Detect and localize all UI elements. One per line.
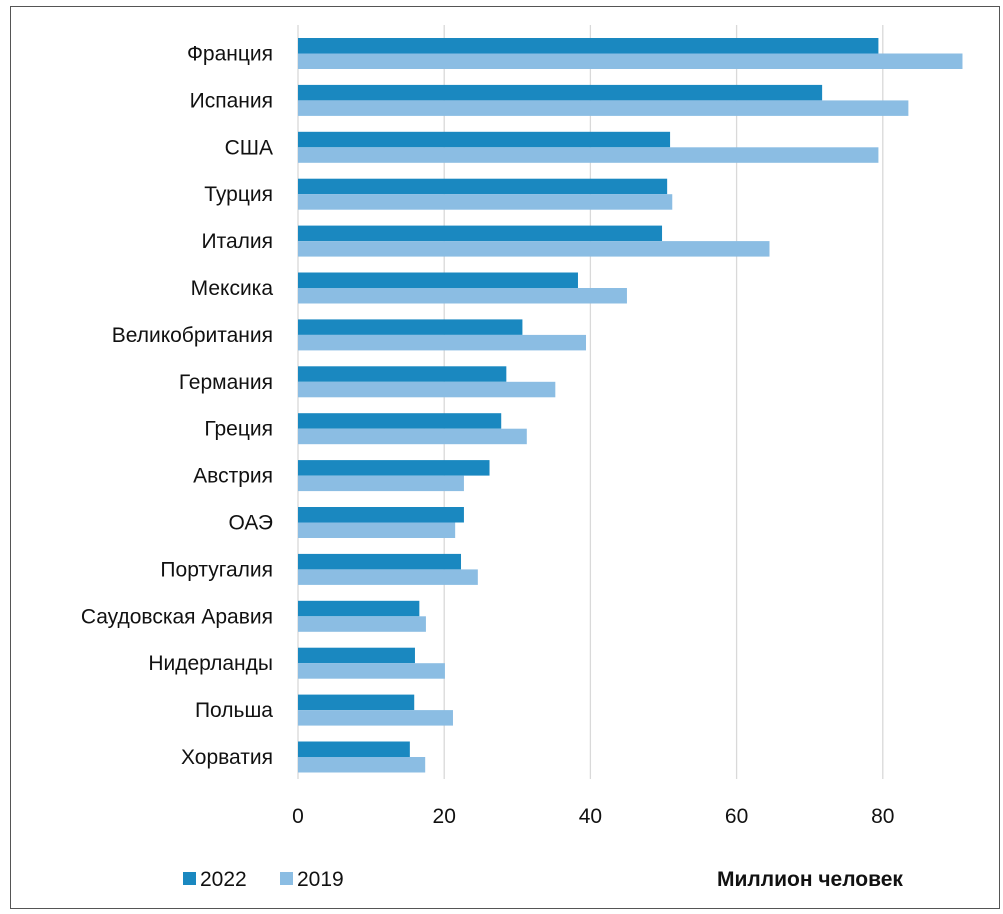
bar-2019 [298,147,879,163]
bar-2022 [298,600,420,617]
chart-frame: Франция Испания США Турция Италия Мексика Вели… [10,6,1000,909]
bar-2019 [298,757,426,773]
bar-2022 [298,84,823,101]
bar-2019 [298,288,627,304]
bar-2022 [298,319,523,335]
bar-2022 [298,460,490,476]
bar-2019 [298,475,464,492]
bar-2022 [298,38,879,54]
category-label: США [225,136,273,159]
bar-2022 [298,694,415,711]
bar-2019 [298,569,478,585]
category-label: Польша [195,699,273,722]
bar-2019 [298,616,426,632]
x-axis-unit-label: Миллион человек [717,868,903,891]
bar-2019 [298,663,445,679]
category-label: Хорватия [181,746,273,769]
bar-2019 [298,53,963,69]
category-label: Турция [204,183,273,206]
bar-2019 [298,381,556,398]
category-label: Австрия [193,465,273,488]
bar-2022 [298,647,415,664]
tick-label: 80 [871,805,894,828]
bar-2019 [298,241,770,257]
bar-2022 [298,553,462,570]
legend-swatch [280,872,293,885]
bar-2022 [298,741,410,757]
category-label: Испания [190,89,273,112]
category-label: Греция [204,418,273,441]
bar-2019 [298,428,527,445]
bar-2019 [298,194,673,210]
bar-2019 [298,710,453,726]
x-axis-ticks: 0 20 40 60 80 [292,805,894,828]
category-label: Мексика [191,277,274,300]
category-label: Великобритания [112,324,273,347]
bar-2022 [298,225,663,242]
bar-2022 [298,272,578,288]
legend: 2022 2019 [183,868,344,891]
category-label: Саудовская Аравия [81,605,273,628]
category-label: ОАЭ [228,512,273,535]
bar-2019 [298,334,587,351]
legend-label: 2022 [200,868,247,891]
legend-swatch [183,872,196,885]
bar-2022 [298,413,502,429]
bar-2022 [298,131,671,148]
bar-2019 [298,522,456,538]
category-label: Франция [187,43,273,66]
category-labels: Франция Испания США Турция Италия Мексика Вели… [81,43,273,770]
category-label: Нидерланды [148,652,273,675]
bar-2022 [298,178,668,195]
bar-2022 [298,366,507,382]
tick-label: 40 [579,805,602,828]
bar-2022 [298,507,464,523]
tick-label: 20 [433,805,456,828]
category-label: Италия [201,230,273,253]
bars [298,38,963,773]
bar-2019 [298,100,909,116]
category-label: Португалия [160,558,273,581]
bar-chart: Франция Испания США Турция Италия Мексика Вели… [81,25,963,891]
tick-label: 0 [292,805,304,828]
category-label: Германия [179,371,273,394]
tick-label: 60 [725,805,748,828]
legend-label: 2019 [297,868,344,891]
